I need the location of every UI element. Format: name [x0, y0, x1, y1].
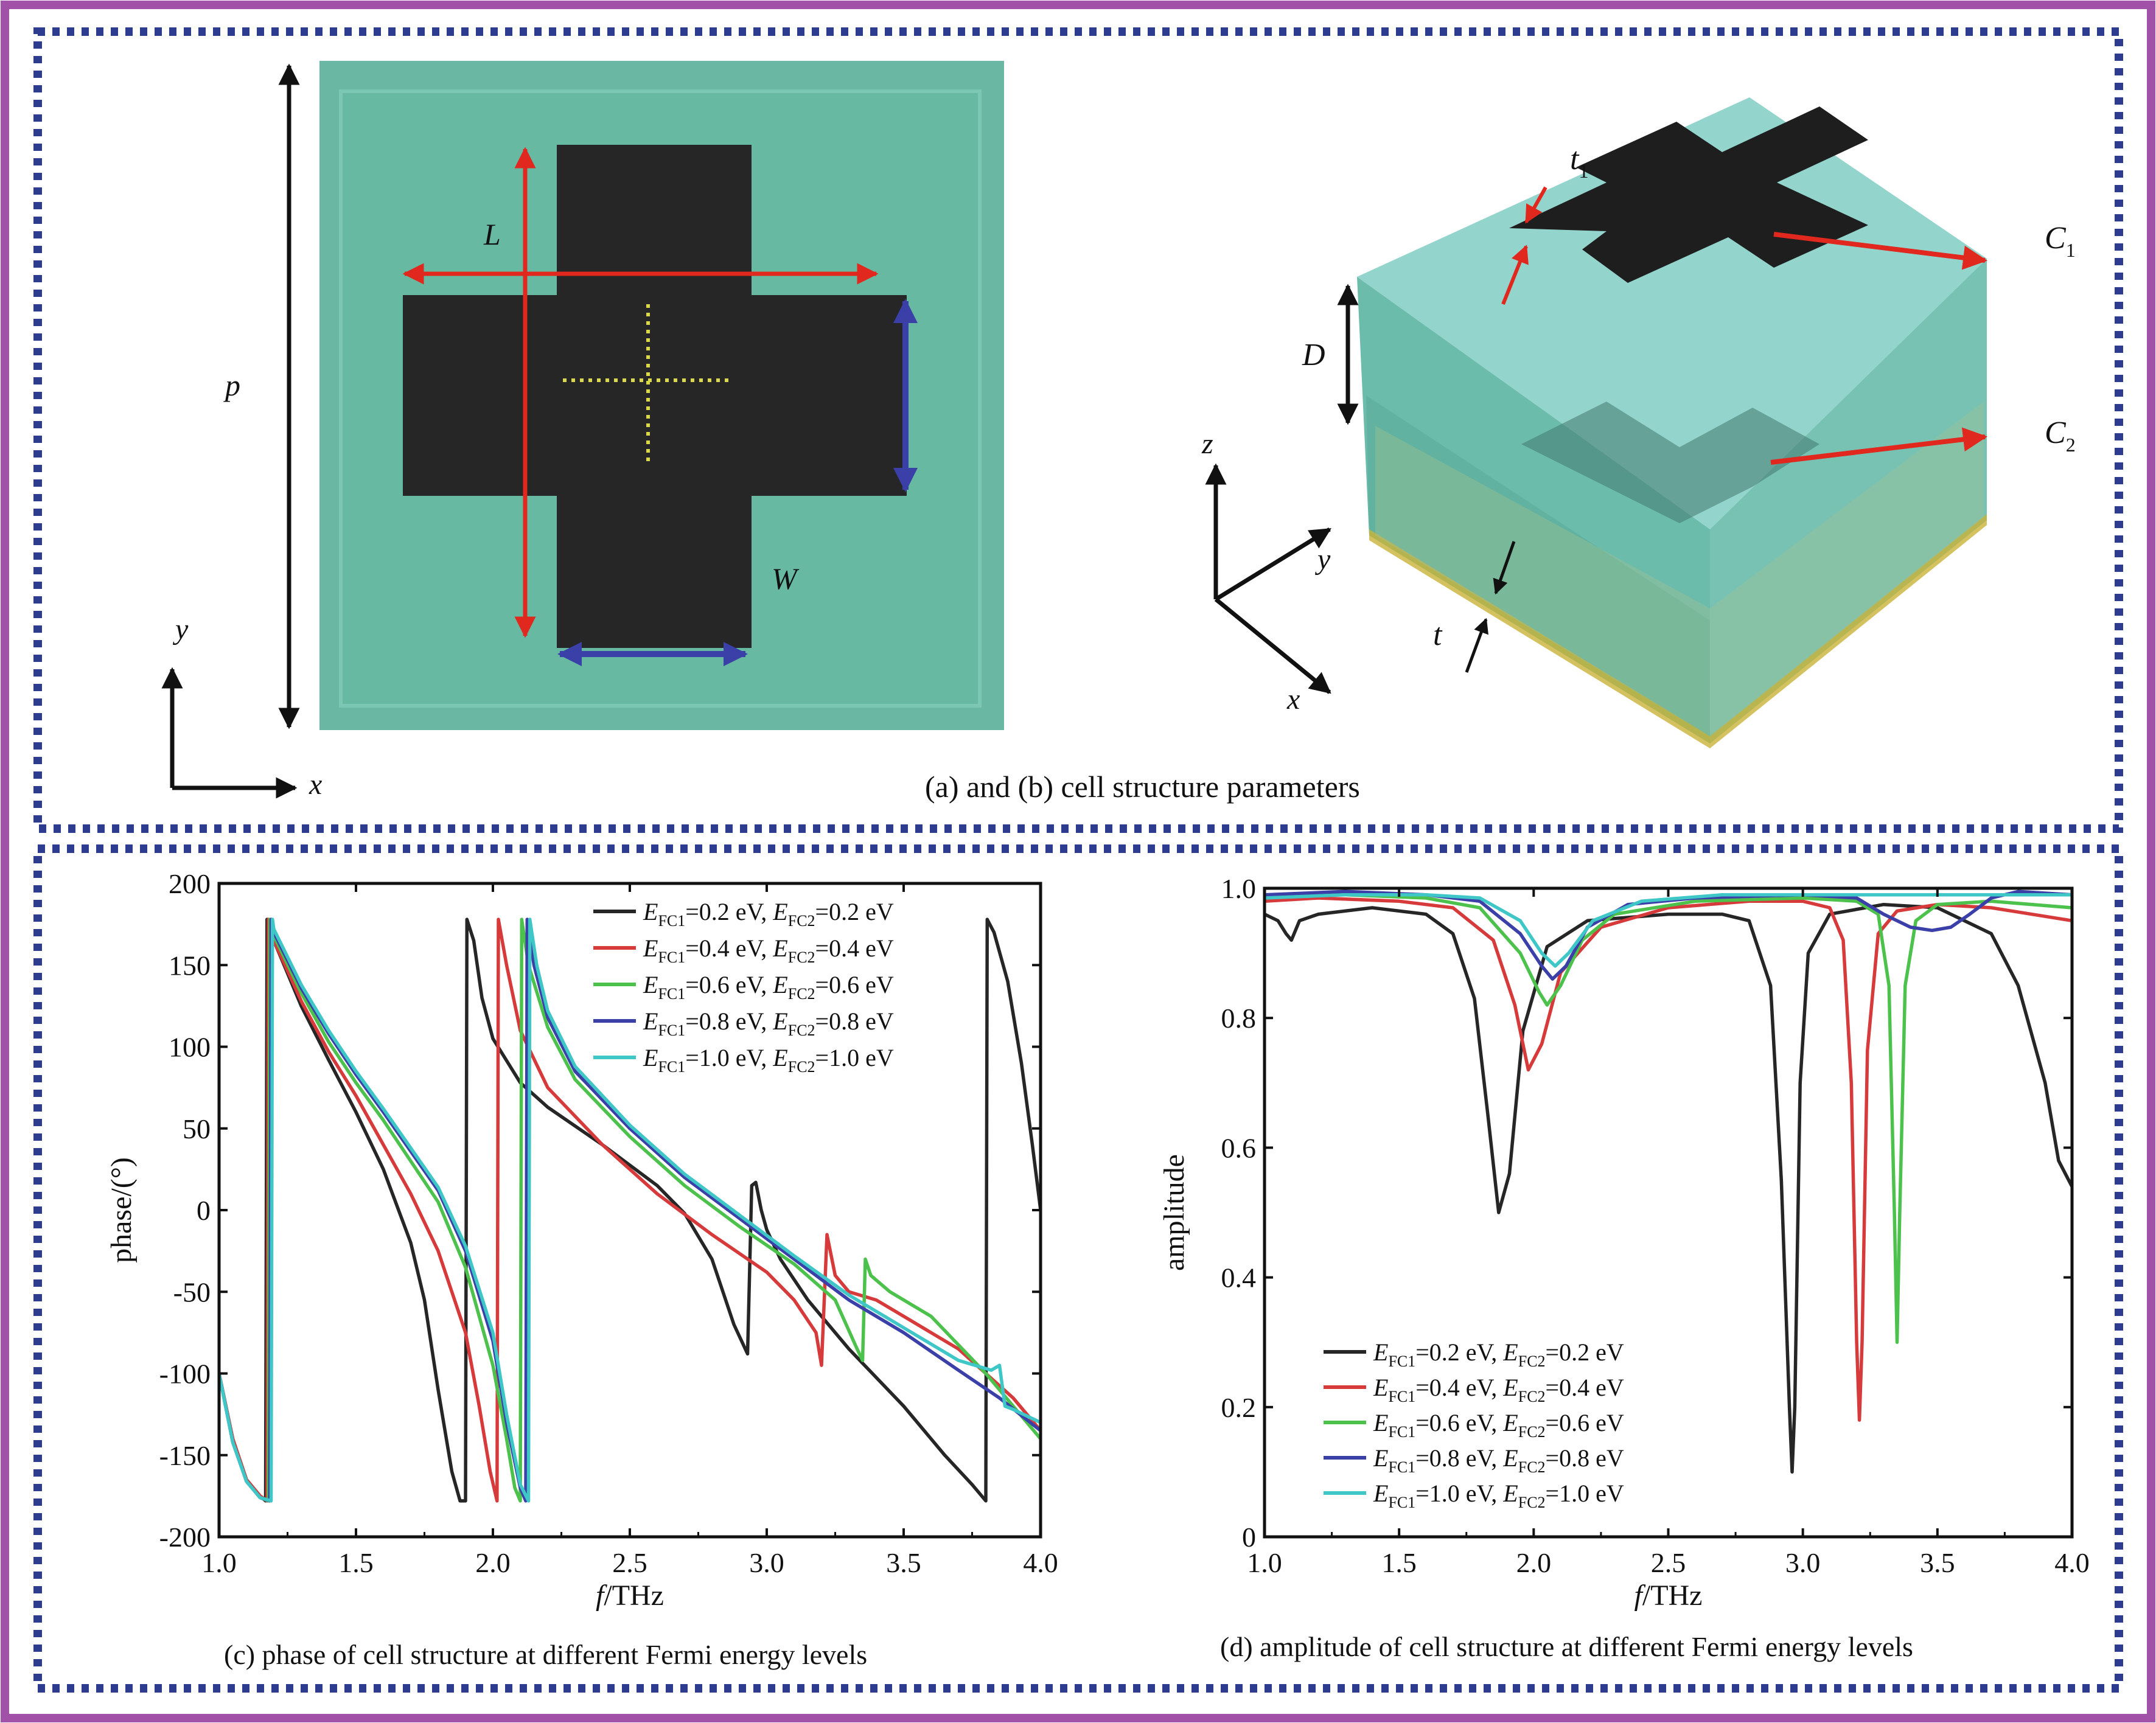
t-arrow-bottom	[1465, 618, 1488, 673]
x-tick-label: 2.5	[1651, 1547, 1686, 1578]
t1-arrow-a	[1524, 186, 1547, 224]
x-tick-label: 1.0	[201, 1547, 237, 1578]
C1-arrow	[1773, 232, 1987, 270]
x-tick-label: 2.0	[475, 1547, 511, 1578]
x-tick-label: 3.0	[749, 1547, 784, 1578]
plot-frame	[1263, 886, 2074, 1539]
label-t1: t1	[1570, 142, 1588, 182]
x-tick-label: 4.0	[1023, 1547, 1058, 1578]
series-line-2	[1265, 896, 2072, 1422]
series-line-3	[1265, 893, 2072, 1344]
y-tick-label: -50	[173, 1276, 211, 1307]
y-tick-label: 200	[169, 868, 211, 899]
C2-arrow	[1770, 427, 1987, 465]
y-tick-label: 0	[1242, 1522, 1256, 1553]
x-tick-label: 4.0	[2054, 1547, 2090, 1578]
caption-ab: (a) and (b) cell structure parameters	[925, 770, 1360, 804]
series-line-1	[1265, 902, 2072, 1474]
cross-lower-ghost	[1521, 402, 1819, 523]
dotted-frame-bottom	[33, 844, 2123, 1693]
plot-frame	[217, 882, 1042, 1539]
x-axis-label: f/THz	[596, 1579, 664, 1612]
cross-top-patch	[1509, 106, 1868, 283]
x-tick-label: 1.0	[1247, 1547, 1282, 1578]
chart-c-phase: 1.0 1.5 2.0 2.5 3.0 3.5 4.0 200 150 100 50 0 -50 -100…	[105, 868, 1058, 1670]
substrate-bottom-right	[1710, 514, 1987, 748]
axis-y-label-b: y	[1314, 543, 1331, 576]
legend-label-4: EFC1=0.8 eV, EFC2=0.8 eV	[1373, 1444, 1624, 1476]
y-tick-label: 0	[197, 1195, 211, 1226]
axis-x-label-a: x	[309, 768, 322, 801]
axis-y-label-a: y	[172, 613, 189, 646]
label-C2: C2	[2045, 416, 2076, 456]
legend-label-4: EFC1=0.8 eV, EFC2=0.8 eV	[643, 1008, 894, 1039]
y-tick-label: -100	[159, 1359, 211, 1390]
y-tick-label: -200	[159, 1522, 211, 1553]
series-line-5	[219, 917, 1041, 1503]
x-tick-label: 3.5	[886, 1547, 921, 1578]
box-top-face	[1357, 97, 1987, 529]
t-arrow-top	[1493, 541, 1516, 595]
label-p: p	[223, 368, 240, 402]
label-L: L	[483, 217, 501, 251]
y-tick-label: 150	[169, 950, 211, 981]
legend-label-5: EFC1=1.0 eV, EFC2=1.0 eV	[643, 1044, 894, 1076]
label-t: t	[1433, 618, 1443, 652]
axis-z-label-b: z	[1201, 428, 1213, 460]
x-tick-label: 3.5	[1920, 1547, 1955, 1578]
substrate-lower-tint-left	[1375, 426, 1710, 736]
y-tick-label: 50	[183, 1113, 211, 1144]
substrate-lower-tint-right	[1710, 402, 1984, 736]
panel-b-3d-view: t1 C1 C2 D t z y x	[1201, 97, 2076, 748]
lower-layer-left	[1366, 395, 1710, 743]
axis-x-arrow-b	[1214, 597, 1331, 694]
axis-y-arrow-b	[1215, 527, 1331, 601]
chart-d-amplitude: 1.0 1.5 2.0 2.5 3.0 3.5 4.0 1.0 0.8 0.6 0.4 0.2 0 f/T…	[1158, 873, 2090, 1662]
x-tick-label: 3.0	[1785, 1547, 1821, 1578]
chart-caption: (c) phase of cell structure at different…	[224, 1639, 867, 1670]
box-right-face	[1710, 259, 1987, 743]
x-tick-label: 1.5	[1381, 1547, 1417, 1578]
series-line-5	[1265, 893, 2072, 968]
t1-arrow-b	[1501, 245, 1529, 305]
cross-patch	[403, 145, 907, 648]
y-axis-label: amplitude	[1158, 1154, 1190, 1271]
x-axis-label: f/THz	[1634, 1579, 1703, 1612]
y-axis-label: phase/(°)	[105, 1157, 138, 1263]
legend-label-1: EFC1=0.2 eV, EFC2=0.2 eV	[643, 898, 894, 930]
legend-label-3: EFC1=0.6 eV, EFC2=0.6 eV	[1373, 1409, 1624, 1441]
label-W: W	[772, 562, 800, 596]
axis-x-label-b: x	[1286, 683, 1300, 715]
x-tick-label: 2.0	[1516, 1547, 1552, 1578]
x-tick-label: 1.5	[338, 1547, 374, 1578]
panel-a-top-view: L W p y x	[161, 61, 1004, 801]
legend-label-1: EFC1=0.2 eV, EFC2=0.2 eV	[1373, 1338, 1624, 1370]
series-line-1	[219, 917, 1041, 1503]
label-C1: C1	[2045, 221, 2076, 261]
series-line-4	[219, 917, 1041, 1503]
y-tick-label: -150	[159, 1440, 211, 1471]
series-line-2	[219, 917, 1041, 1503]
y-tick-label: 0.6	[1221, 1132, 1257, 1163]
legend-label-2: EFC1=0.4 eV, EFC2=0.4 eV	[643, 935, 894, 966]
y-tick-label: 0.8	[1221, 1003, 1257, 1034]
y-tick-label: 100	[169, 1032, 211, 1063]
label-D: D	[1302, 338, 1325, 372]
y-tick-label: 0.4	[1221, 1262, 1257, 1293]
y-tick-label: 1.0	[1221, 873, 1257, 904]
chart-caption: (d) amplitude of cell structure at diffe…	[1220, 1631, 1913, 1662]
legend-label-2: EFC1=0.4 eV, EFC2=0.4 eV	[1373, 1374, 1624, 1405]
dotted-frame-top	[33, 27, 2123, 833]
series-line-3	[219, 917, 1041, 1503]
legend-label-5: EFC1=1.0 eV, EFC2=1.0 eV	[1373, 1480, 1624, 1511]
legend-label-3: EFC1=0.6 eV, EFC2=0.6 eV	[643, 971, 894, 1003]
substrate-bottom-left	[1369, 529, 1710, 748]
x-tick-label: 2.5	[612, 1547, 647, 1578]
y-tick-label: 0.2	[1221, 1392, 1257, 1423]
